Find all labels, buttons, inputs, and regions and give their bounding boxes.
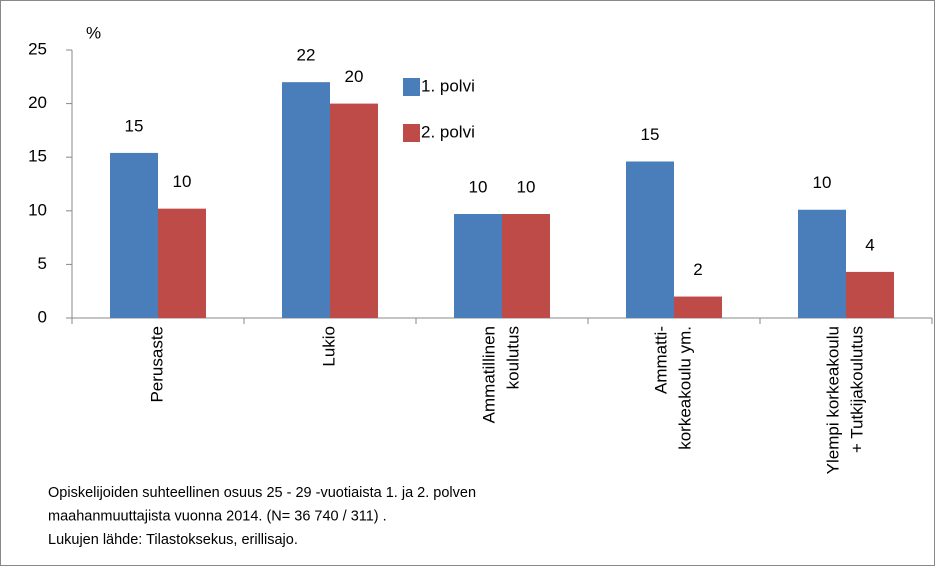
data-label: 2 [693,260,702,279]
note: maahanmuuttajista vuonna 2014. (N= 36 74… [48,508,387,524]
x-tick-label: Ammatillinen [479,326,498,423]
legend-label: 2. polvi [421,122,475,141]
x-tick-label: koulutus [503,326,522,389]
bar [626,161,674,318]
bar [846,271,894,318]
y-axis-label: % [86,23,101,42]
note: Opiskelijoiden suhteellinen osuus 25 - 2… [48,485,476,501]
x-tick-label: Perusaste [147,326,166,403]
x-tick-label: Ammatti- [651,326,670,394]
y-tick-label: 15 [28,147,47,166]
data-label: 4 [865,235,874,254]
data-label: 10 [517,178,536,197]
note: Lukujen lähde: Tilastoksekus, erillisajo… [48,532,298,548]
bar [454,214,502,318]
x-tick-label: Ylempi korkeakoulu [823,326,842,474]
bar [110,152,158,318]
data-label: 10 [173,172,192,191]
y-tick-label: 25 [28,39,47,58]
bar [798,209,846,318]
bar [674,296,722,318]
data-label: 20 [345,67,364,86]
x-tick-label: korkeakoulu ym. [675,326,694,450]
x-tick-label: Lukio [319,326,338,367]
data-label: 10 [469,178,488,197]
x-tick-label: + Tutkijakoulutus [847,326,866,453]
y-tick-label: 10 [28,200,47,219]
y-tick-label: 5 [38,254,47,273]
data-label: 15 [125,116,144,135]
bar [282,82,330,318]
y-tick-label: 20 [28,93,47,112]
bar [158,208,206,318]
legend-swatch [403,78,420,96]
legend-swatch [403,124,420,142]
legend-label: 1. polvi [421,76,475,95]
data-label: 10 [813,173,832,192]
bar [502,214,550,318]
y-tick-label: 0 [38,307,47,326]
bar [330,103,378,318]
data-label: 22 [297,46,316,65]
data-label: 15 [641,125,660,144]
